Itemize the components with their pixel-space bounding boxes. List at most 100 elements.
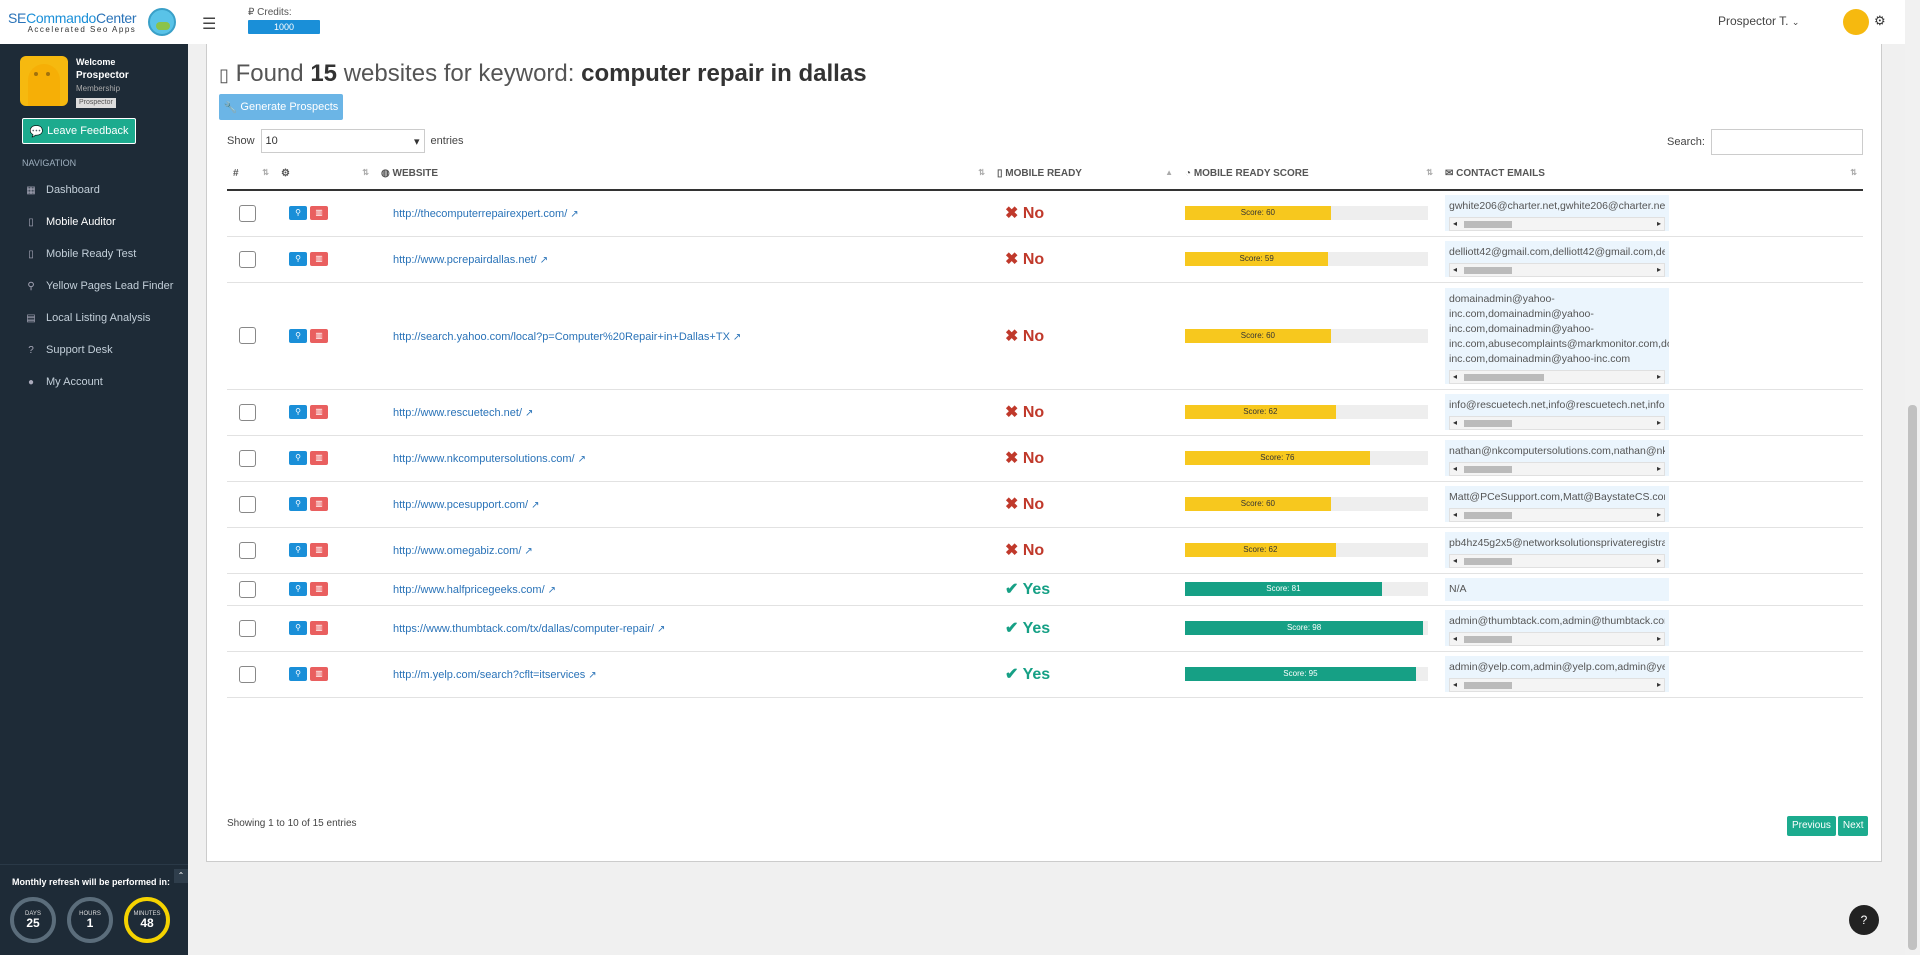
email-scrollbar[interactable]: ◂ ▸ bbox=[1449, 369, 1665, 384]
scroll-right-icon[interactable]: ▸ bbox=[1656, 556, 1661, 565]
gear-icon[interactable]: ⚙ bbox=[1874, 13, 1886, 28]
col-emails[interactable]: ✉ CONTACT EMAILS ⇅ bbox=[1439, 158, 1863, 191]
scroll-right-icon[interactable]: ▸ bbox=[1656, 510, 1661, 519]
email-scrollbar[interactable]: ◂ ▸ bbox=[1449, 416, 1665, 430]
search-icon[interactable]: ⚲ bbox=[289, 328, 307, 343]
scroll-right-icon[interactable]: ▸ bbox=[1656, 265, 1661, 274]
email-scrollbar[interactable]: ◂ ▸ bbox=[1449, 678, 1665, 692]
website-link[interactable]: http://m.yelp.com/search?cflt=itservices… bbox=[393, 669, 597, 681]
col-mobile-ready[interactable]: ▯ MOBILE READY ▲ bbox=[991, 158, 1179, 191]
col-score[interactable]: ◔ MOBILE READY SCORE ⇅ bbox=[1179, 158, 1439, 191]
previous-button[interactable]: Previous bbox=[1787, 816, 1836, 836]
row-checkbox[interactable] bbox=[239, 403, 256, 421]
website-link[interactable]: http://www.pcrepairdallas.net/↗ bbox=[393, 254, 549, 266]
scroll-left-icon[interactable]: ◂ bbox=[1453, 219, 1458, 229]
website-link[interactable]: http://search.yahoo.com/local?p=Computer… bbox=[393, 330, 742, 343]
row-checkbox[interactable] bbox=[239, 619, 256, 637]
email-scrollbar[interactable]: ◂ ▸ bbox=[1449, 554, 1665, 568]
trash-icon[interactable]: ▥ bbox=[310, 582, 328, 596]
search-icon[interactable]: ⚲ bbox=[289, 405, 307, 419]
website-link[interactable]: http://www.rescuetech.net/↗ bbox=[393, 407, 534, 419]
email-scrollbar[interactable]: ◂ ▸ bbox=[1449, 263, 1665, 277]
scroll-left-icon[interactable]: ◂ bbox=[1453, 371, 1458, 381]
website-link[interactable]: http://thecomputerrepairexpert.com/↗ bbox=[393, 208, 579, 221]
scroll-right-icon[interactable]: ▸ bbox=[1656, 634, 1661, 643]
trash-icon[interactable]: ▥ bbox=[310, 621, 328, 635]
trash-icon[interactable]: ▥ bbox=[310, 328, 328, 343]
trash-icon[interactable]: ▥ bbox=[310, 451, 328, 465]
scroll-right-icon[interactable]: ▸ bbox=[1656, 680, 1661, 689]
sidebar-item-yellow-pages-lead-finder[interactable]: ⚲ Yellow Pages Lead Finder bbox=[0, 270, 188, 302]
scroll-left-icon[interactable]: ◂ bbox=[1453, 634, 1458, 643]
search-icon[interactable]: ⚲ bbox=[289, 621, 307, 635]
leave-feedback-button[interactable]: 💬 Leave Feedback bbox=[22, 118, 136, 144]
trash-icon[interactable]: ▥ bbox=[310, 206, 328, 221]
row-checkbox[interactable] bbox=[239, 665, 256, 683]
trash-icon[interactable]: ▥ bbox=[310, 252, 328, 266]
scroll-left-icon[interactable]: ◂ bbox=[1453, 556, 1458, 565]
search-icon[interactable]: ⚲ bbox=[289, 582, 307, 596]
sidebar-item-mobile-ready-test[interactable]: ▯ Mobile Ready Test bbox=[0, 238, 188, 270]
user-avatar[interactable] bbox=[1843, 9, 1869, 35]
search-icon[interactable]: ⚲ bbox=[289, 543, 307, 557]
help-chat-button[interactable]: ? bbox=[1849, 905, 1879, 935]
sidebar-item-my-account[interactable]: ● My Account bbox=[0, 366, 188, 398]
email-scrollbar[interactable]: ◂ ▸ bbox=[1449, 632, 1665, 646]
scroll-left-icon[interactable]: ◂ bbox=[1453, 510, 1458, 519]
dashboard-icon: ◔ bbox=[1185, 168, 1192, 179]
row-checkbox[interactable] bbox=[239, 327, 256, 344]
trash-icon[interactable]: ▥ bbox=[310, 667, 328, 681]
website-link[interactable]: http://www.omegabiz.com/↗ bbox=[393, 545, 533, 557]
website-link[interactable]: http://www.nkcomputersolutions.com/↗ bbox=[393, 453, 586, 465]
credits: ₽ Credits: 1000 bbox=[248, 7, 320, 34]
sidebar-item-label: Support Desk bbox=[46, 344, 113, 356]
search-icon[interactable]: ⚲ bbox=[289, 667, 307, 681]
col-number[interactable]: # ⇅ bbox=[227, 158, 275, 191]
external-link-icon: ↗ bbox=[570, 209, 579, 221]
collapse-up-icon[interactable]: ⌃ bbox=[174, 869, 188, 883]
chart-icon: ▤ bbox=[26, 312, 36, 324]
website-link[interactable]: https://www.thumbtack.com/tx/dallas/comp… bbox=[393, 623, 666, 635]
col-actions[interactable]: ⚙ ⇅ bbox=[275, 158, 375, 191]
scroll-left-icon[interactable]: ◂ bbox=[1453, 680, 1458, 689]
row-checkbox[interactable] bbox=[239, 204, 256, 222]
hamburger-menu-icon[interactable]: ☰ bbox=[202, 16, 217, 33]
scroll-left-icon[interactable]: ◂ bbox=[1453, 464, 1458, 473]
search-icon[interactable]: ⚲ bbox=[289, 252, 307, 266]
search-icon[interactable]: ⚲ bbox=[289, 206, 307, 221]
scroll-right-icon[interactable]: ▸ bbox=[1656, 219, 1661, 229]
row-checkbox[interactable] bbox=[239, 449, 256, 467]
trash-icon[interactable]: ▥ bbox=[310, 543, 328, 557]
search-input[interactable] bbox=[1710, 129, 1863, 155]
website-link[interactable]: http://www.pcesupport.com/↗ bbox=[393, 499, 540, 511]
sidebar-item-local-listing-analysis[interactable]: ▤ Local Listing Analysis bbox=[0, 302, 188, 334]
email-scrollbar[interactable]: ◂ ▸ bbox=[1449, 217, 1665, 232]
scroll-right-icon[interactable]: ▸ bbox=[1656, 464, 1661, 473]
email-scrollbar[interactable]: ◂ ▸ bbox=[1449, 462, 1665, 476]
user-menu[interactable]: Prospector T. ⌄ bbox=[1718, 14, 1800, 28]
email-scrollbar[interactable]: ◂ ▸ bbox=[1449, 508, 1665, 522]
search-icon[interactable]: ⚲ bbox=[289, 497, 307, 511]
sidebar-item-support-desk[interactable]: ? Support Desk bbox=[0, 334, 188, 366]
logo[interactable]: SECommandoCenter Accelerated Seo Apps bbox=[0, 0, 188, 44]
row-checkbox[interactable] bbox=[239, 580, 256, 598]
search-icon[interactable]: ⚲ bbox=[289, 451, 307, 465]
sidebar-item-dashboard[interactable]: ▦ Dashboard bbox=[0, 174, 188, 206]
email-text: gwhite206@charter.net,gwhite206@charter.… bbox=[1449, 200, 1665, 213]
scroll-left-icon[interactable]: ◂ bbox=[1453, 418, 1458, 427]
generate-prospects-button[interactable]: 🔧 Generate Prospects bbox=[219, 94, 343, 120]
next-button[interactable]: Next bbox=[1837, 816, 1869, 836]
website-link[interactable]: http://www.halfpricegeeks.com/↗ bbox=[393, 584, 557, 596]
row-checkbox[interactable] bbox=[239, 495, 256, 513]
sidebar-item-mobile-auditor[interactable]: ▯ Mobile Auditor bbox=[0, 206, 188, 238]
scroll-left-icon[interactable]: ◂ bbox=[1453, 265, 1458, 274]
scroll-right-icon[interactable]: ▸ bbox=[1656, 371, 1661, 381]
row-checkbox[interactable] bbox=[239, 541, 256, 559]
col-website[interactable]: ◍ WEBSITE ⇅ bbox=[375, 158, 991, 191]
trash-icon[interactable]: ▥ bbox=[310, 497, 328, 511]
row-checkbox[interactable] bbox=[239, 250, 256, 268]
entries-select[interactable]: 10 ▾ bbox=[260, 129, 425, 153]
scroll-right-icon[interactable]: ▸ bbox=[1656, 418, 1661, 427]
trash-icon[interactable]: ▥ bbox=[310, 405, 328, 419]
page-scrollbar[interactable] bbox=[1905, 0, 1920, 955]
